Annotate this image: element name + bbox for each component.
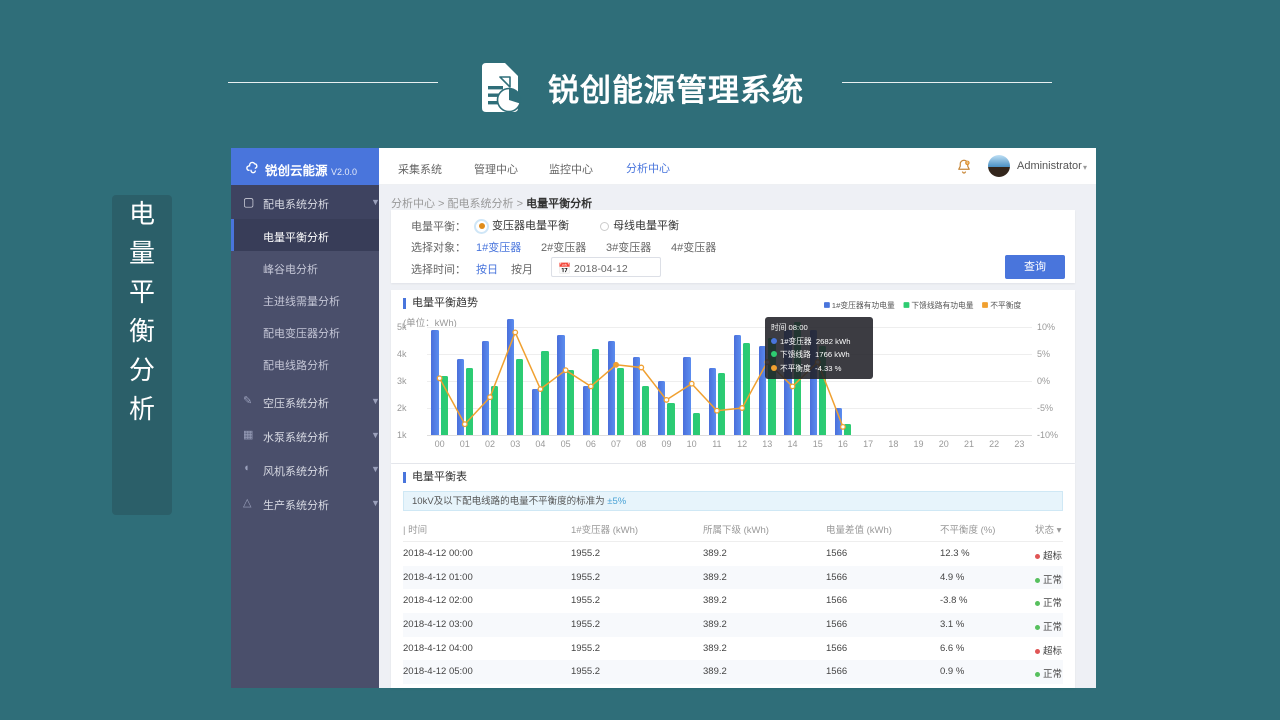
svg-text:9: 9 <box>966 161 968 165</box>
